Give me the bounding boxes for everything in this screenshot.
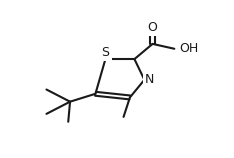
Text: O: O bbox=[148, 21, 157, 34]
Text: OH: OH bbox=[179, 42, 199, 55]
Text: N: N bbox=[145, 73, 154, 86]
Text: S: S bbox=[101, 46, 110, 59]
